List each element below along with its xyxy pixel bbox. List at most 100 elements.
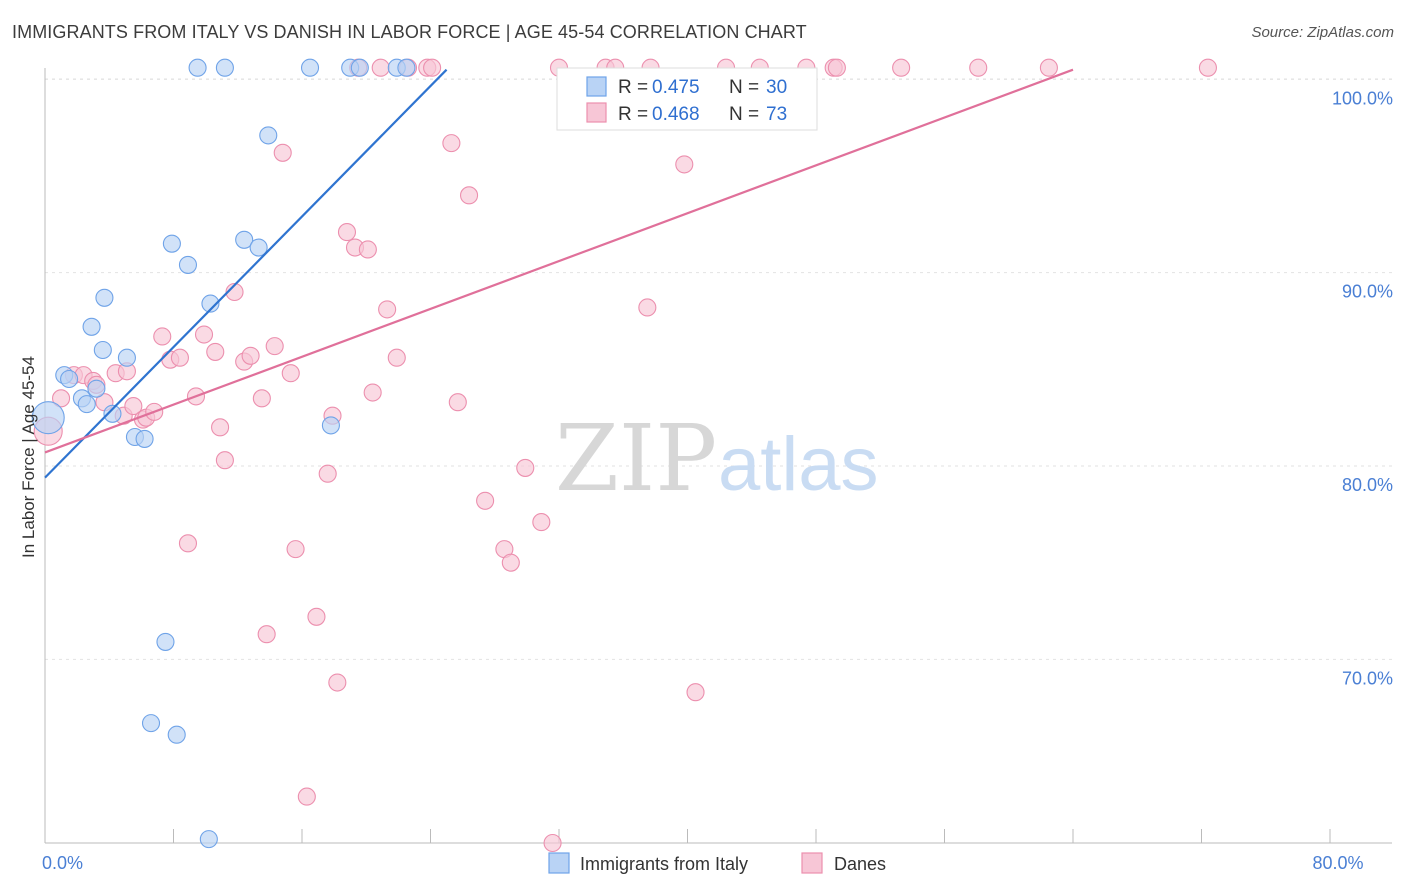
point-italy <box>249 238 268 257</box>
point-italy <box>300 58 320 77</box>
legend-swatch-danes <box>586 102 607 123</box>
point-danes <box>387 348 406 367</box>
watermark-atlas: atlas <box>718 422 879 507</box>
x-tick-label: 80.0% <box>1312 853 1363 873</box>
point-italy <box>235 230 254 249</box>
point-danes <box>178 534 198 553</box>
point-danes <box>442 134 461 153</box>
point-danes <box>448 393 467 412</box>
point-danes <box>211 418 230 437</box>
point-italy <box>201 294 220 313</box>
point-danes <box>675 155 694 174</box>
y-tick-label: 80.0% <box>1342 475 1393 495</box>
point-italy <box>350 58 369 77</box>
legend-n-label-danes: N = <box>729 104 759 125</box>
y-tick-label: 100.0% <box>1332 88 1393 108</box>
point-danes <box>252 389 271 408</box>
point-danes <box>273 143 292 162</box>
point-italy <box>162 234 181 253</box>
trend-lines <box>44 68 1074 479</box>
point-italy <box>77 395 96 414</box>
legend-n-italy: 30 <box>766 77 787 98</box>
bottom-legend-swatch-italy <box>548 852 570 874</box>
point-danes <box>378 300 397 319</box>
point-italy <box>117 348 136 367</box>
x-tick-label: 0.0% <box>42 853 83 873</box>
legend-n-danes: 73 <box>766 104 787 125</box>
y-axis-title: In Labor Force | Age 45-54 <box>19 356 38 558</box>
bottom-legend: Immigrants from Italy Danes <box>548 852 886 874</box>
point-danes <box>265 337 284 356</box>
point-danes <box>215 451 234 470</box>
point-danes <box>206 342 225 361</box>
point-italy <box>135 429 154 448</box>
point-danes <box>1198 58 1217 77</box>
point-danes <box>358 240 377 259</box>
point-danes <box>363 383 382 402</box>
point-italy <box>156 632 175 651</box>
point-danes <box>307 607 326 626</box>
point-italy <box>31 401 65 435</box>
trend-line-italy <box>44 68 448 479</box>
bottom-legend-swatch-danes <box>801 852 823 874</box>
legend-r-danes: 0.468 <box>652 104 700 125</box>
point-italy <box>167 725 186 744</box>
point-danes <box>318 464 337 483</box>
series-italy <box>31 58 416 849</box>
legend-r-italy: 0.475 <box>652 77 700 98</box>
point-italy <box>259 126 278 145</box>
point-danes <box>969 58 988 77</box>
point-danes <box>328 673 347 692</box>
chart-title: IMMIGRANTS FROM ITALY VS DANISH IN LABOR… <box>12 22 807 42</box>
point-danes <box>170 348 189 367</box>
point-danes <box>124 397 143 416</box>
point-italy <box>141 714 161 733</box>
point-danes <box>459 186 479 205</box>
watermark-zip: ZIP <box>555 405 717 512</box>
watermark: ZIP atlas <box>555 405 879 512</box>
legend-box: R = 0.475 N = 30 R = 0.468 N = 73 <box>556 67 818 131</box>
point-danes <box>1039 58 1058 77</box>
point-danes <box>286 540 305 559</box>
legend-n-label-italy: N = <box>729 77 759 98</box>
point-italy <box>215 58 234 77</box>
point-danes <box>476 491 495 510</box>
point-italy <box>188 58 207 77</box>
bottom-legend-label-italy: Immigrants from Italy <box>580 854 748 874</box>
point-danes <box>371 58 390 77</box>
source-credit: Source: ZipAtlas.com <box>1251 24 1394 41</box>
legend-r-label-danes: R = <box>618 104 648 125</box>
point-danes <box>241 346 260 365</box>
point-danes <box>281 364 300 383</box>
legend-swatch-italy <box>586 76 607 97</box>
point-danes <box>52 389 71 408</box>
point-danes <box>892 58 911 77</box>
tick-labels: 100.0% 90.0% 80.0% 70.0% 0.0% 80.0% <box>42 88 1393 873</box>
point-danes <box>532 513 551 532</box>
point-danes <box>501 553 520 572</box>
point-italy <box>321 416 340 435</box>
point-danes <box>297 787 316 806</box>
axes <box>44 68 1392 844</box>
trend-line-danes <box>44 68 1074 454</box>
point-italy <box>95 288 114 307</box>
point-italy <box>87 379 106 398</box>
point-danes <box>543 833 562 853</box>
point-danes <box>686 683 705 702</box>
point-italy <box>60 369 79 389</box>
point-italy <box>199 830 218 849</box>
point-italy <box>82 317 101 336</box>
legend-r-label-italy: R = <box>618 77 648 98</box>
y-tick-label: 90.0% <box>1342 282 1393 302</box>
point-italy <box>103 404 122 423</box>
point-danes <box>516 458 535 477</box>
bottom-legend-label-danes: Danes <box>834 854 886 874</box>
point-danes <box>153 327 172 346</box>
point-danes <box>638 298 657 317</box>
point-danes <box>337 223 357 242</box>
point-italy <box>397 58 416 77</box>
point-danes <box>827 58 846 77</box>
point-danes <box>423 58 442 77</box>
point-italy <box>93 340 112 360</box>
